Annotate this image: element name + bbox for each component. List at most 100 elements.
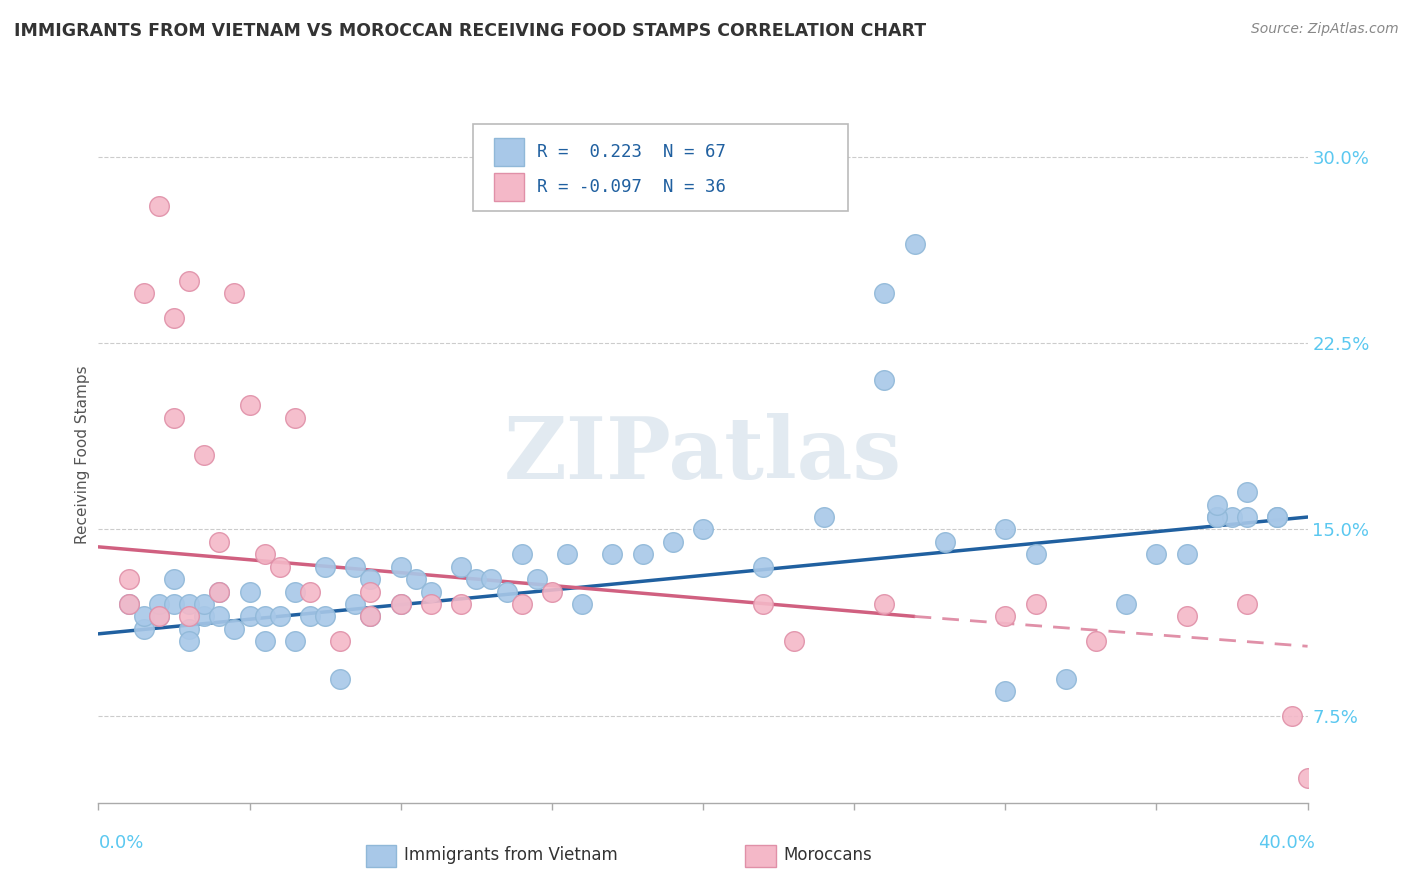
- Bar: [494, 138, 524, 166]
- Point: [873, 286, 896, 301]
- Text: 0.0%: 0.0%: [98, 834, 143, 852]
- Point: [526, 572, 548, 586]
- Point: [1220, 510, 1243, 524]
- Point: [389, 559, 412, 574]
- Point: [179, 274, 201, 288]
- Point: [1206, 510, 1229, 524]
- Point: [329, 634, 352, 648]
- Point: [148, 609, 170, 624]
- Y-axis label: Receiving Food Stamps: Receiving Food Stamps: [75, 366, 90, 544]
- Point: [1175, 547, 1198, 561]
- Point: [1267, 510, 1289, 524]
- Point: [1054, 672, 1077, 686]
- Point: [1085, 634, 1108, 648]
- Point: [179, 597, 201, 611]
- Point: [631, 547, 654, 561]
- Text: R =  0.223  N = 67: R = 0.223 N = 67: [537, 144, 727, 161]
- Point: [873, 373, 896, 387]
- Point: [389, 597, 412, 611]
- Point: [994, 609, 1017, 624]
- Point: [360, 584, 382, 599]
- Point: [873, 597, 896, 611]
- Point: [208, 584, 231, 599]
- FancyBboxPatch shape: [474, 124, 848, 211]
- Point: [284, 410, 307, 425]
- Point: [208, 535, 231, 549]
- Point: [253, 609, 276, 624]
- Text: Immigrants from Vietnam: Immigrants from Vietnam: [404, 847, 617, 864]
- Point: [239, 609, 262, 624]
- Point: [602, 547, 624, 561]
- Point: [193, 597, 215, 611]
- Point: [179, 609, 201, 624]
- Point: [269, 609, 291, 624]
- Point: [148, 609, 170, 624]
- Point: [132, 609, 155, 624]
- Point: [994, 684, 1017, 698]
- Point: [692, 523, 714, 537]
- Point: [752, 597, 775, 611]
- Point: [253, 634, 276, 648]
- Point: [208, 584, 231, 599]
- Point: [1267, 510, 1289, 524]
- Point: [389, 597, 412, 611]
- Point: [239, 398, 262, 412]
- Text: IMMIGRANTS FROM VIETNAM VS MOROCCAN RECEIVING FOOD STAMPS CORRELATION CHART: IMMIGRANTS FROM VIETNAM VS MOROCCAN RECE…: [14, 22, 927, 40]
- Point: [253, 547, 276, 561]
- Point: [1144, 547, 1167, 561]
- Point: [360, 609, 382, 624]
- Point: [360, 572, 382, 586]
- Point: [662, 535, 685, 549]
- Point: [118, 597, 141, 611]
- Point: [163, 410, 186, 425]
- Point: [1115, 597, 1137, 611]
- Point: [148, 199, 170, 213]
- Point: [148, 597, 170, 611]
- Point: [752, 559, 775, 574]
- Point: [344, 559, 367, 574]
- Point: [783, 634, 806, 648]
- Point: [1206, 510, 1229, 524]
- Point: [1236, 510, 1258, 524]
- Point: [284, 634, 307, 648]
- Point: [179, 634, 201, 648]
- Point: [208, 609, 231, 624]
- Point: [571, 597, 593, 611]
- Point: [495, 584, 517, 599]
- Point: [1296, 771, 1319, 785]
- Point: [540, 584, 562, 599]
- Point: [118, 572, 141, 586]
- Point: [239, 584, 262, 599]
- Point: [450, 597, 472, 611]
- Point: [1175, 609, 1198, 624]
- Point: [118, 597, 141, 611]
- Point: [163, 572, 186, 586]
- Text: Source: ZipAtlas.com: Source: ZipAtlas.com: [1251, 22, 1399, 37]
- Bar: [494, 173, 524, 201]
- Point: [314, 559, 336, 574]
- Point: [132, 622, 155, 636]
- Point: [1236, 597, 1258, 611]
- Point: [132, 286, 155, 301]
- Point: [224, 286, 246, 301]
- Point: [481, 572, 503, 586]
- Point: [1024, 597, 1046, 611]
- Point: [465, 572, 488, 586]
- Point: [555, 547, 578, 561]
- Point: [269, 559, 291, 574]
- Point: [405, 572, 427, 586]
- Point: [299, 584, 322, 599]
- Point: [904, 236, 927, 251]
- Point: [193, 609, 215, 624]
- Point: [510, 597, 533, 611]
- Text: ZIPatlas: ZIPatlas: [503, 413, 903, 497]
- Point: [420, 584, 443, 599]
- Point: [450, 559, 472, 574]
- Point: [360, 609, 382, 624]
- Point: [1236, 485, 1258, 500]
- Text: R = -0.097  N = 36: R = -0.097 N = 36: [537, 178, 727, 196]
- Point: [299, 609, 322, 624]
- Point: [193, 448, 215, 462]
- Point: [1024, 547, 1046, 561]
- Point: [934, 535, 956, 549]
